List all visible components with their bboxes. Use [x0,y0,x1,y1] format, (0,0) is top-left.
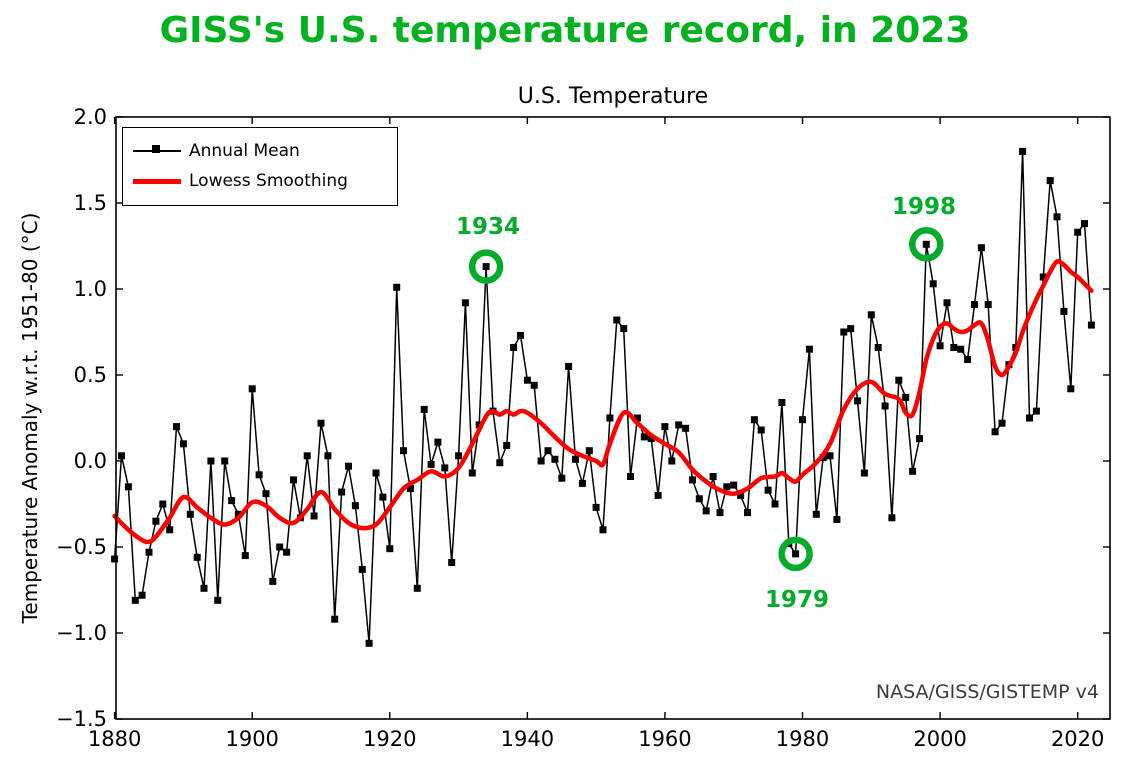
legend-label: Lowess Smoothing [189,171,348,191]
highlight-circle-1998 [909,227,944,262]
svg-text:0.0: 0.0 [74,449,107,473]
highlight-circle-1979 [778,536,813,572]
highlight-circle-1934 [468,249,504,284]
lowess-line-icon [131,166,189,196]
annual-mean-marker-icon [131,136,189,166]
legend-item-lowess: Lowess Smoothing [131,166,387,196]
svg-text:1880: 1880 [88,727,141,751]
annual-mean-markers [111,147,1095,647]
lowess-smoothing-line [112,258,1094,545]
svg-text:2.0: 2.0 [74,105,107,129]
plot-border [115,116,1111,720]
y-axis-label: Temperature Anomaly w.r.t. 1951-80 (°C) [18,212,42,624]
svg-text:1920: 1920 [363,727,416,751]
x-tick-labels: 1880 1900 1920 1940 1960 1980 2000 2020 [88,727,1104,751]
legend-label: Annual Mean [189,141,300,161]
annotation-1998: 1998 [891,194,957,220]
page-title: GISS's U.S. temperature record, in 2023 [159,10,971,51]
svg-text:2000: 2000 [913,727,966,751]
svg-text:1.5: 1.5 [74,191,107,215]
svg-text:1940: 1940 [501,727,554,751]
legend-item-annual-mean: Annual Mean [131,136,387,166]
svg-text:2020: 2020 [1051,727,1104,751]
legend: Annual Mean Lowess Smoothing [122,127,398,206]
annual-mean-line [113,151,1093,644]
svg-text:−1.0: −1.0 [56,621,107,645]
svg-text:−0.5: −0.5 [56,535,107,559]
svg-text:1.0: 1.0 [74,277,107,301]
svg-text:0.5: 0.5 [74,363,107,387]
annotation-1934: 1934 [455,214,521,240]
svg-text:1980: 1980 [776,727,829,751]
annotation-circles [468,227,944,572]
chart-subtitle: U.S. Temperature [517,84,709,109]
annotation-1979: 1979 [764,587,830,613]
svg-text:1900: 1900 [225,727,278,751]
svg-text:−1.5: −1.5 [56,707,107,731]
svg-text:1960: 1960 [638,727,691,751]
attribution-text: NASA/GISS/GISTEMP v4 [875,681,1099,703]
y-tick-labels: 2.0 1.5 1.0 0.5 0.0 −0.5 −1.0 −1.5 [56,105,107,731]
